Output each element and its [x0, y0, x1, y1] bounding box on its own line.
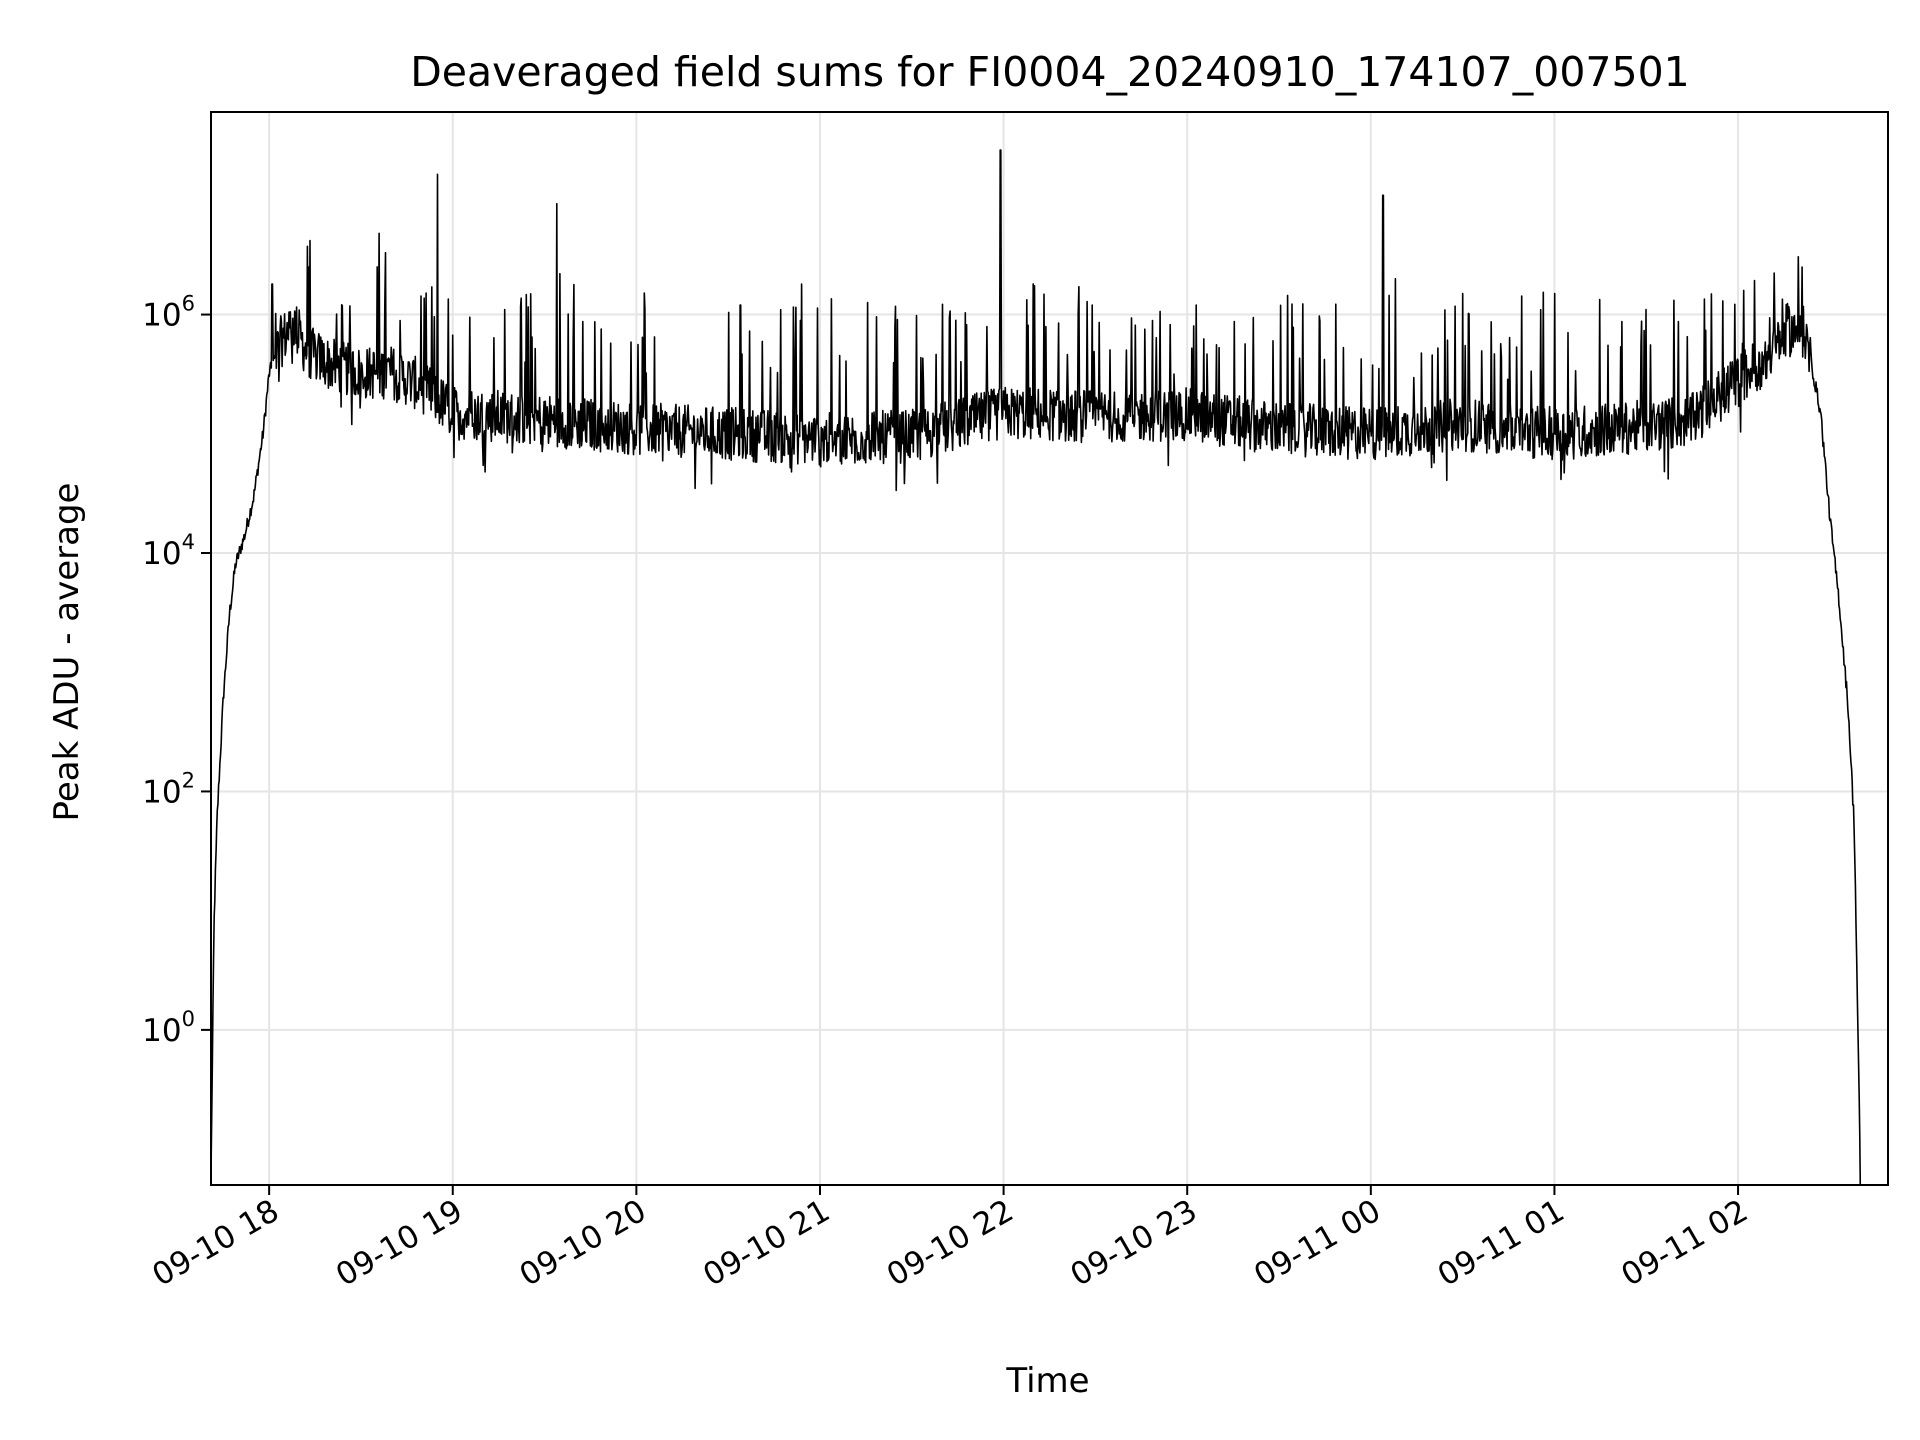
y-tick-label: 104: [142, 530, 195, 572]
chart-title: Deaveraged field sums for FI0004_2024091…: [410, 48, 1690, 96]
y-axis-ticks: 100 102 104 106: [142, 292, 211, 1049]
y-axis-title: Peak ADU - average: [47, 483, 87, 822]
x-axis-title: Time: [1005, 1361, 1089, 1401]
plot-frame: [210, 111, 1889, 1186]
grid-lines: [211, 112, 1888, 1185]
data-series: [211, 149, 1862, 1185]
y-tick-label: 102: [142, 768, 195, 810]
y-tick-label: 100: [142, 1007, 195, 1049]
series-line: [211, 149, 1862, 1185]
y-tick-label: 106: [142, 292, 195, 334]
